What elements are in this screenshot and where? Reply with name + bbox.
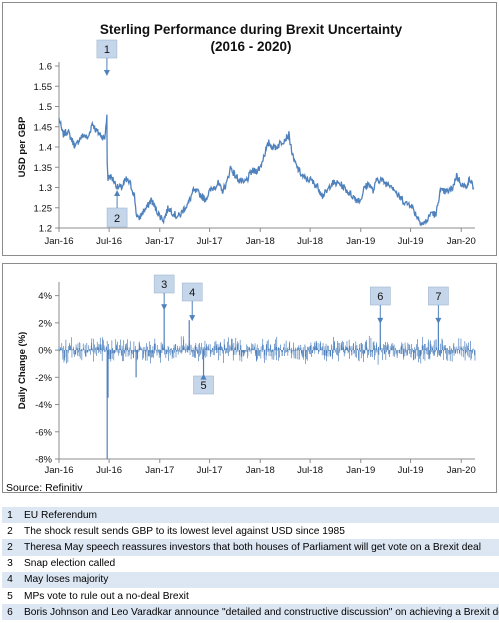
legend-number: 4	[7, 574, 13, 586]
legend-row: 2 The shock result sends GBP to its lowes…	[2, 523, 499, 539]
marker-label-7: 7	[435, 291, 441, 303]
x-tick-label: Jan-16	[44, 236, 73, 247]
bar-chart-panel: Daily Change (%) -8% -6% -4% -2% 0% 2% 4% Jan-16…	[2, 263, 497, 493]
y-tick-label: 0%	[38, 346, 52, 357]
x-tick-label: Jul-16	[96, 236, 122, 247]
y-axis-label: USD per GBP	[17, 116, 28, 177]
y-tick-label: -8%	[35, 455, 52, 466]
marker-label-1: 1	[104, 44, 110, 56]
x-tick-label: Jan-18	[246, 465, 275, 476]
legend-number: 6	[7, 606, 13, 618]
y-axis-label: Daily Change (%)	[17, 332, 28, 410]
x-tick-label: Jul-19	[398, 236, 424, 247]
legend-number: 3	[7, 558, 13, 570]
legend-text: Boris Johnson and Leo Varadkar announce …	[24, 606, 499, 618]
x-tick-label: Jan-19	[346, 465, 375, 476]
legend-number: 2	[7, 541, 13, 553]
legend-text: The shock result sends GBP to its lowest…	[24, 525, 345, 537]
marker-arrow-4	[189, 315, 196, 322]
legend-row: 1 EU Referendum	[2, 507, 499, 524]
daily-change-bars	[58, 335, 476, 365]
chart-title: Sterling Performance during Brexit Uncer…	[100, 22, 403, 37]
legend-number: 5	[7, 590, 13, 602]
legend-text: Snap election called	[24, 558, 116, 570]
source-note: Source: Refinitiv	[6, 482, 83, 494]
x-tick-label: Jul-17	[197, 465, 223, 476]
line-chart-panel: Sterling Performance during Brexit Uncer…	[2, 2, 497, 256]
series-line	[58, 114, 475, 227]
marker-arrow-3	[161, 304, 168, 311]
x-tick-label: Jan-20	[447, 236, 476, 247]
y-tick-label: 1.35	[34, 163, 53, 174]
y-tick-label: 1.55	[34, 82, 53, 93]
x-tick-label: Jan-16	[44, 465, 73, 476]
annotation-legend: 1 EU Referendum 2 The shock result sends G…	[2, 507, 499, 621]
y-tick-label: 4%	[38, 291, 52, 302]
y-tick-label: 2%	[38, 318, 52, 329]
daily-change-chart: Daily Change (%) -8% -6% -4% -2% 0% 2% 4% Jan-16…	[17, 274, 476, 476]
chart-subtitle: (2016 - 2020)	[210, 39, 291, 54]
marker-arrow-5	[200, 373, 207, 380]
legend-row: 6 Boris Johnson and Leo Varadkar announce…	[2, 604, 499, 621]
y-tick-label: -6%	[35, 427, 52, 438]
marker-label-3: 3	[161, 279, 167, 291]
marker-arrow-6	[377, 317, 384, 324]
y-tick-label: 1.25	[34, 203, 53, 214]
marker-label-2: 2	[114, 213, 120, 225]
legend-number: 1	[7, 509, 13, 521]
marker-arrow-1	[103, 70, 110, 76]
legend-text: May loses majority	[24, 574, 109, 586]
x-tick-label: Jul-16	[96, 465, 122, 476]
marker-label-4: 4	[189, 287, 195, 299]
y-tick-label: 1.6	[39, 62, 52, 73]
legend-number: 2	[7, 525, 13, 537]
x-tick-label: Jan-19	[346, 236, 375, 247]
x-tick-label: Jan-20	[447, 465, 476, 476]
y-tick-label: 1.3	[39, 183, 52, 194]
y-tick-label: 1.4	[39, 143, 52, 154]
marker-label-6: 6	[377, 291, 383, 303]
marker-arrow-7	[435, 317, 442, 324]
marker-arrow-2	[114, 190, 121, 196]
y-tick-label: -2%	[35, 373, 52, 384]
y-tick-label: 1.5	[39, 102, 52, 113]
marker-label-5: 5	[200, 380, 206, 392]
x-tick-label: Jan-18	[246, 236, 275, 247]
legend-text: Theresa May speech reassures investors t…	[24, 541, 481, 553]
legend-row: 5 MPs vote to rule out a no-deal Brexit	[2, 588, 499, 604]
y-tick-label: -4%	[35, 400, 52, 411]
legend-row: 2 Theresa May speech reassures investors …	[2, 539, 499, 556]
legend-row: 4 May loses majority	[2, 571, 499, 588]
legend-row: 3 Snap election called	[2, 556, 499, 572]
x-tick-label: Jul-18	[297, 465, 323, 476]
x-tick-label: Jan-17	[145, 236, 174, 247]
y-tick-label: 1.45	[34, 122, 53, 133]
legend-text: MPs vote to rule out a no-deal Brexit	[24, 590, 189, 602]
x-tick-label: Jan-17	[145, 465, 174, 476]
line-chart: Sterling Performance during Brexit Uncer…	[17, 22, 476, 247]
x-tick-label: Jul-19	[398, 465, 424, 476]
x-tick-label: Jul-18	[297, 236, 323, 247]
legend-text: EU Referendum	[24, 509, 98, 521]
x-tick-label: Jul-17	[197, 236, 223, 247]
y-tick-label: 1.2	[39, 224, 52, 235]
